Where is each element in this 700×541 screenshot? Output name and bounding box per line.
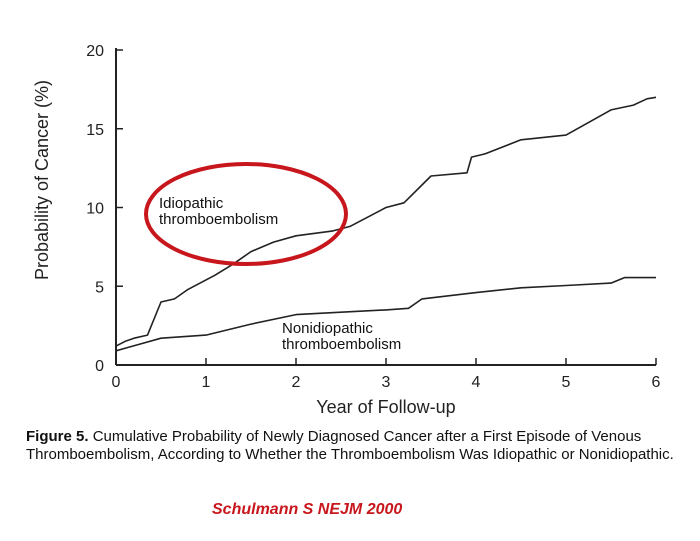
- y-tick-label: 15: [86, 122, 104, 139]
- y-tick-label: 10: [86, 201, 104, 218]
- y-axis-title: Probability of Cancer (%): [32, 80, 52, 280]
- figure-label: Figure 5.: [26, 428, 89, 445]
- series-label-idiopathic: Idiopathic thromboembolism: [159, 195, 278, 228]
- x-axis-title: Year of Follow-up: [316, 397, 455, 417]
- ticks: 0 1 2 3 4 5 6 0 5 10 15 20: [86, 43, 660, 391]
- x-tick-label: 4: [472, 374, 481, 391]
- figure-caption-text: Cumulative Probability of Newly Diagnose…: [26, 428, 674, 463]
- y-tick-label: 20: [86, 43, 104, 60]
- series-line-nonidiopathic: [115, 276, 656, 352]
- citation: Schulmann S NEJM 2000: [212, 501, 403, 518]
- x-tick-label: 1: [202, 374, 211, 391]
- figure-caption: Figure 5. Cumulative Probability of Newl…: [26, 428, 676, 464]
- x-tick-label: 3: [382, 374, 391, 391]
- x-tick-label: 2: [292, 374, 301, 391]
- series-label-nonidiopathic: Nonidiopathic thromboembolism: [282, 320, 401, 353]
- y-tick-label: 0: [95, 358, 104, 375]
- series-line-idiopathic: [115, 96, 657, 347]
- series-lines: [115, 96, 657, 352]
- x-tick-label: 6: [652, 374, 661, 391]
- series-label-idiopathic-line2: thromboembolism: [159, 211, 278, 228]
- y-tick-label: 5: [95, 279, 104, 296]
- cancer-probability-chart: 0 1 2 3 4 5 6 0 5 10 15 20 Probability of Cancer (%…: [32, 43, 661, 417]
- x-tick-label: 0: [112, 374, 121, 391]
- series-label-nonidiopathic-line2: thromboembolism: [282, 336, 401, 353]
- series-label-idiopathic-line1: Idiopathic: [159, 195, 224, 212]
- x-tick-label: 5: [562, 374, 571, 391]
- series-label-nonidiopathic-line1: Nonidiopathic: [282, 320, 373, 337]
- highlight-ellipse: [144, 162, 348, 266]
